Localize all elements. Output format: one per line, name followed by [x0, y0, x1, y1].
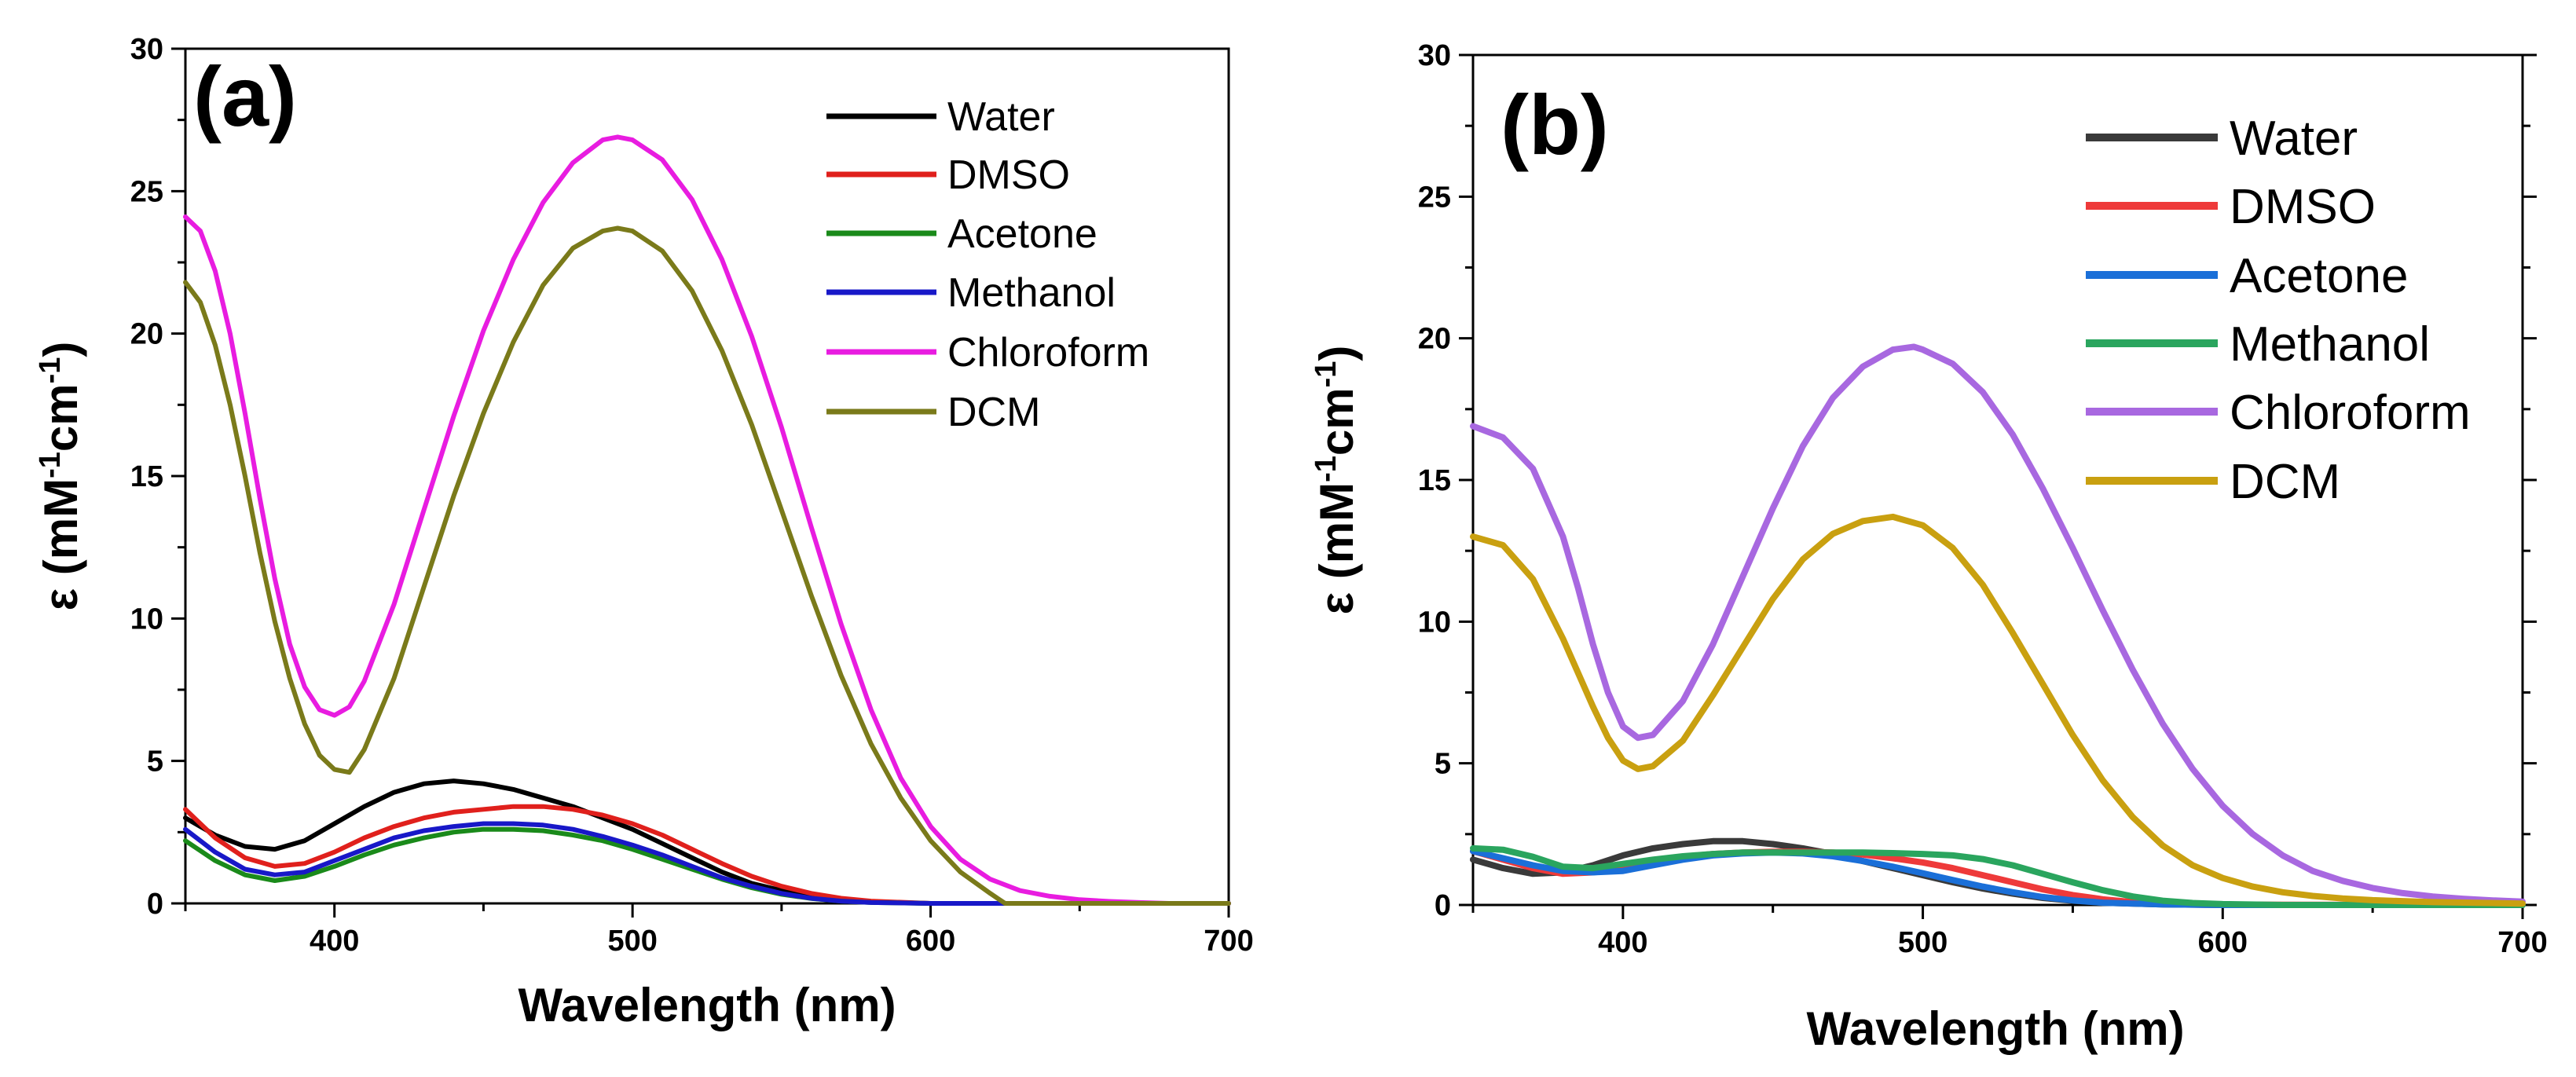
legend-label: DCM — [947, 390, 1040, 435]
panel-b-label: (b) — [1501, 77, 1609, 172]
panel-b: 400 500 600 700 0 5 10 15 20 25 30 (b) Wavelength… — [1310, 39, 2548, 1055]
panel-a-legend: Water DMSO Acetone Methanol Chloroform D… — [826, 94, 1149, 435]
y-tick-label: 20 — [130, 318, 163, 351]
y-tick-label: 25 — [130, 175, 163, 208]
y-tick-label: 15 — [130, 460, 163, 493]
panel-a-label: (a) — [193, 49, 297, 144]
x-tick-label: 600 — [2198, 926, 2248, 959]
series-line-water — [183, 778, 1231, 906]
series-line-dcm — [183, 225, 1231, 906]
series-line-methanol — [183, 821, 1231, 906]
x-tick-label: 400 — [1598, 926, 1647, 959]
series-line-chloroform — [1470, 343, 2526, 905]
legend-label: DCM — [2230, 455, 2340, 509]
legend-label: DMSO — [947, 152, 1070, 198]
series-line-chloroform — [183, 134, 1231, 906]
panel-a-series-lines — [183, 134, 1231, 906]
legend-label: Acetone — [2230, 249, 2409, 303]
y-tick-label: 30 — [130, 33, 163, 66]
series-line-dmso — [183, 804, 1231, 906]
x-tick-label: 700 — [2497, 926, 2547, 959]
panel-b-legend: Water DMSO Acetone Methanol Chloroform D… — [2086, 112, 2471, 509]
panel-a-y-ticks: 0 5 10 15 20 25 30 — [130, 33, 185, 921]
y-tick-label: 15 — [1418, 464, 1451, 497]
legend-label: Acetone — [947, 211, 1097, 257]
legend-label: Chloroform — [947, 330, 1149, 375]
legend-label: DMSO — [2230, 180, 2376, 234]
y-tick-label: 5 — [1435, 748, 1451, 781]
x-tick-label: 600 — [906, 925, 955, 958]
panel-b-y-ticks: 0 5 10 15 20 25 30 — [1418, 39, 2537, 922]
y-tick-label: 10 — [1418, 606, 1451, 639]
y-tick-label: 10 — [130, 603, 163, 636]
panel-b-x-ticks: 400 500 600 700 — [1471, 905, 2548, 959]
x-tick-label: 700 — [1204, 925, 1253, 958]
y-tick-label: 0 — [147, 888, 163, 921]
legend-label: Water — [2230, 112, 2358, 166]
panel-a-x-axis-title: Wavelength (nm) — [518, 979, 896, 1031]
legend-label: Methanol — [2230, 317, 2430, 372]
y-tick-label: 30 — [1418, 39, 1451, 72]
x-tick-label: 500 — [607, 925, 657, 958]
panel-b-x-axis-title: Wavelength (nm) — [1806, 1002, 2184, 1055]
series-line-methanol — [1470, 844, 2526, 908]
series-line-acetone — [1470, 848, 2526, 908]
series-line-water — [1470, 837, 2526, 908]
panel-a-y-axis-title: ε (mM-1cm-1) — [34, 342, 87, 611]
y-tick-label: 0 — [1435, 889, 1451, 922]
panel-a-plot-frame — [184, 47, 1230, 905]
panel-a-x-ticks: 400 500 600 700 — [184, 903, 1254, 958]
panel-b-series-lines — [1470, 343, 2526, 908]
y-tick-label: 20 — [1418, 323, 1451, 356]
y-tick-label: 5 — [147, 745, 163, 778]
x-tick-label: 400 — [310, 925, 359, 958]
legend-label: Water — [947, 94, 1055, 140]
panel-b-y-axis-title: ε (mM-1cm-1) — [1310, 346, 1363, 615]
legend-label: Chloroform — [2230, 386, 2471, 440]
panel-a: 400 500 600 700 0 5 10 15 20 25 30 (a) Wavelength… — [34, 33, 1254, 1031]
x-tick-label: 500 — [1898, 926, 1948, 959]
y-tick-label: 25 — [1418, 181, 1451, 214]
series-line-dcm — [1470, 513, 2526, 907]
legend-label: Methanol — [947, 270, 1116, 316]
